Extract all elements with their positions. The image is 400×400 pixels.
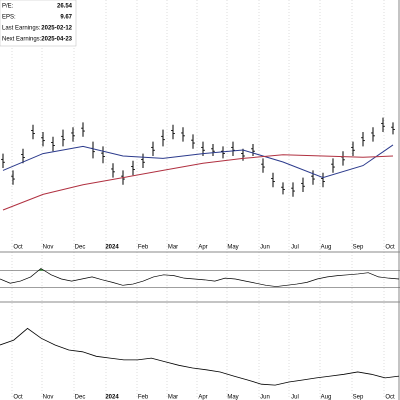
x-tick-label: Oct — [13, 395, 23, 400]
info-value: 9.67 — [60, 15, 72, 21]
info-label: P/E: — [2, 4, 14, 10]
info-label: Last Earnings: — [2, 26, 41, 32]
ma-slow — [2, 154, 394, 211]
x-tick-label: Nov — [43, 395, 54, 400]
x-tick-label: Aug — [321, 395, 332, 400]
x-tick-label: Dec — [75, 395, 86, 400]
x-tick-label: Aug — [321, 245, 332, 251]
x-tick-label: Oct — [385, 395, 395, 400]
relative-line — [0, 327, 400, 386]
x-tick-label: 2024 — [105, 245, 119, 251]
x-tick-label: Dec — [75, 245, 86, 251]
overbought-fill — [38, 268, 45, 271]
info-value: 26.54 — [57, 4, 73, 10]
x-tick-label: Sep — [353, 245, 364, 251]
x-tick-label: Jun — [260, 245, 270, 251]
info-box — [0, 0, 77, 47]
oscillator-line — [0, 268, 400, 287]
info-label: EPS: — [2, 15, 16, 21]
x-tick-label: Oct — [13, 245, 23, 251]
x-tick-label: Jul — [291, 245, 299, 251]
x-tick-label: Sep — [353, 395, 364, 400]
x-tick-label: Oct — [385, 245, 395, 251]
x-tick-label: Feb — [138, 245, 149, 251]
info-value: 2025-02-12 — [41, 26, 72, 32]
x-tick-label: Jun — [260, 395, 270, 400]
x-tick-label: Mar — [168, 395, 178, 400]
x-tick-label: May — [227, 245, 238, 251]
info-value: 2025-04-23 — [41, 37, 72, 43]
x-tick-label: May — [227, 395, 238, 400]
x-tick-label: 2024 — [105, 395, 119, 400]
x-tick-label: Nov — [43, 245, 54, 251]
x-tick-label: Jul — [291, 395, 299, 400]
x-tick-label: Feb — [138, 395, 149, 400]
info-label: Next Earnings: — [2, 37, 42, 43]
ma-fast — [2, 144, 394, 179]
x-tick-label: Apr — [198, 245, 207, 251]
x-tick-label: Apr — [198, 395, 207, 400]
x-tick-label: Mar — [168, 245, 178, 251]
